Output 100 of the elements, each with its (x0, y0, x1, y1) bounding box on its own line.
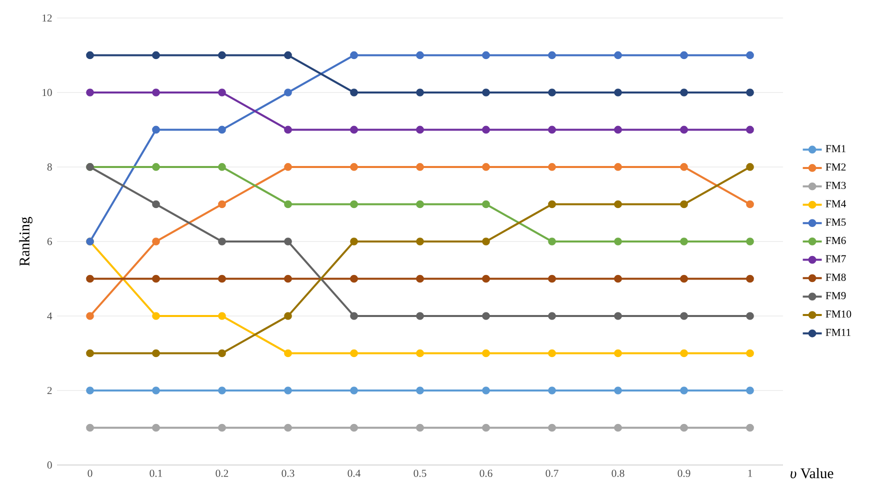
point (284, 163, 292, 171)
point (218, 424, 226, 432)
legend-label: FM7 (826, 255, 846, 262)
point (482, 51, 490, 60)
point (218, 238, 226, 246)
point (152, 163, 160, 171)
point (350, 238, 358, 246)
point (746, 200, 754, 208)
point (614, 126, 622, 134)
point (548, 163, 556, 171)
legend-label: FM3 (826, 182, 846, 190)
point (746, 349, 754, 358)
point (218, 126, 226, 134)
point (746, 88, 754, 96)
y-axis-title: Ranking (19, 216, 32, 266)
point (152, 126, 160, 134)
legend-label: FM11 (826, 328, 850, 336)
point (680, 51, 688, 60)
point (680, 312, 688, 320)
point (614, 238, 622, 246)
point (152, 349, 160, 358)
point (350, 424, 358, 432)
point (284, 238, 292, 246)
point (284, 200, 292, 208)
point (680, 424, 688, 432)
point (680, 349, 688, 358)
point (548, 200, 556, 208)
point (416, 238, 424, 246)
point (284, 88, 292, 96)
point (614, 274, 622, 283)
point (614, 349, 622, 358)
point (152, 200, 160, 208)
point (416, 126, 424, 134)
point (548, 51, 556, 60)
point (746, 238, 754, 246)
legend-label: FM8 (826, 274, 846, 281)
x-tick-label: 0.4 (348, 470, 361, 477)
legend-label: FM1 (826, 145, 846, 152)
point (218, 312, 226, 320)
legend-label: FM6 (826, 236, 846, 244)
y-tick-label: 6 (47, 238, 52, 246)
point (416, 386, 424, 394)
point (284, 126, 292, 134)
point (548, 349, 556, 358)
point (482, 88, 490, 96)
point (218, 88, 226, 96)
point (548, 238, 556, 246)
point (548, 312, 556, 320)
point (416, 88, 424, 96)
legend-label: FM2 (826, 163, 846, 171)
point (350, 386, 358, 394)
x-tick-label: 0.2 (216, 470, 228, 477)
point (680, 163, 688, 171)
point (152, 238, 160, 246)
point (152, 88, 160, 96)
point (86, 88, 94, 96)
x-tick-label: 0.8 (612, 470, 624, 477)
point (86, 274, 94, 283)
point (86, 51, 94, 60)
point (350, 163, 358, 171)
point (350, 126, 358, 134)
x-tick-label: 0.7 (546, 470, 558, 477)
y-tick-label: 8 (47, 163, 52, 171)
point (548, 424, 556, 432)
point (152, 51, 160, 60)
point (746, 51, 754, 60)
y-tick-label: 2 (47, 386, 52, 394)
point (746, 424, 754, 432)
point (614, 163, 622, 171)
point (218, 386, 226, 394)
point (416, 163, 424, 171)
point (680, 274, 688, 283)
point (680, 88, 688, 96)
point (86, 349, 94, 358)
x-tick-label: 0.9 (678, 470, 690, 477)
point (350, 274, 358, 283)
point (614, 424, 622, 432)
point (284, 312, 292, 320)
point (482, 126, 490, 134)
point (152, 274, 160, 283)
point (152, 424, 160, 432)
point (482, 312, 490, 320)
point (614, 88, 622, 96)
x-tick-label: 0.1 (150, 470, 162, 477)
point (416, 274, 424, 283)
point (482, 424, 490, 432)
point (284, 349, 292, 358)
y-tick-label: 10 (42, 88, 52, 96)
point (614, 51, 622, 60)
point (746, 312, 754, 320)
point (152, 386, 160, 394)
point (152, 312, 160, 320)
point (416, 312, 424, 320)
point (284, 51, 292, 60)
point (548, 126, 556, 134)
legend-label: FM10 (826, 310, 852, 318)
point (548, 386, 556, 394)
point (416, 424, 424, 432)
point (350, 51, 358, 60)
point (680, 238, 688, 246)
